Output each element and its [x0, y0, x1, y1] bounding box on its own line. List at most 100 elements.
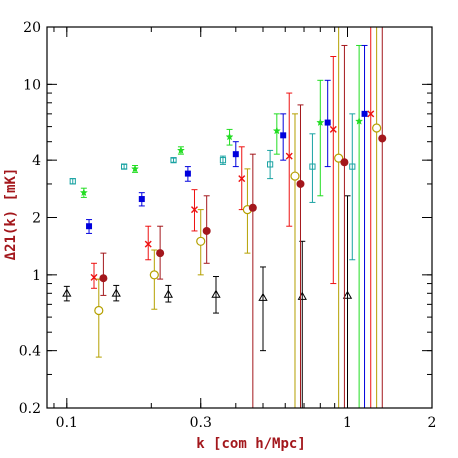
marker-filled-circle [296, 179, 305, 188]
y-tick-label: 20 [23, 20, 41, 36]
marker-cross [238, 175, 246, 183]
marker-open-circle [290, 171, 300, 181]
marker-open-square [219, 157, 227, 164]
marker-filled-square [184, 170, 191, 177]
marker-cross [90, 273, 98, 281]
data-point [248, 153, 257, 408]
data-point [196, 209, 206, 276]
series-open-square [69, 113, 356, 261]
data-point [170, 157, 177, 164]
marker-cross [190, 206, 198, 214]
data-point [297, 240, 307, 408]
marker-open-circle [149, 270, 159, 280]
marker-filled-square [232, 151, 239, 158]
marker-open-square [349, 163, 356, 170]
data-point [355, 44, 364, 408]
marker-filled-circle [378, 134, 387, 143]
data-point [316, 79, 325, 197]
data-point [99, 252, 108, 296]
labels-layer: k [com h/Mpc] Δ21(k) [mK] [3, 168, 306, 452]
data-point [272, 113, 281, 155]
marker-filled-circle [99, 274, 108, 283]
series-filled-star [79, 44, 364, 408]
series-filled-circle [99, 27, 387, 408]
data-point [225, 128, 234, 146]
data-point [349, 113, 356, 261]
marker-filled-star [316, 118, 325, 127]
marker-open-circle [334, 153, 344, 163]
data-point [378, 27, 387, 408]
marker-filled-star [225, 132, 234, 141]
data-point [176, 146, 186, 155]
data-point [238, 146, 246, 211]
marker-filled-square [361, 110, 368, 117]
series-open-circle [94, 27, 382, 408]
x-tick-label: 1 [343, 415, 352, 431]
data-point [267, 149, 274, 180]
marker-filled-circle [248, 203, 257, 212]
marker-open-square [309, 163, 316, 170]
data-point [340, 44, 349, 408]
marker-cross [144, 240, 152, 248]
marker-cross [285, 152, 293, 160]
x-tick-label: 0.1 [56, 415, 78, 431]
marker-filled-square [86, 223, 93, 230]
marker-open-square [267, 161, 274, 168]
series-filled-square [86, 44, 368, 408]
marker-open-circle [372, 123, 382, 133]
data-layer [62, 27, 387, 408]
marker-filled-square [324, 119, 331, 126]
y-tick-label: 10 [23, 77, 41, 93]
data-point [79, 187, 88, 198]
y-tick-label: 0.2 [19, 401, 41, 417]
data-point [258, 266, 268, 352]
marker-open-circle [196, 236, 206, 246]
data-point [86, 219, 93, 234]
data-point [296, 104, 305, 408]
data-point [367, 27, 375, 408]
marker-open-triangle [342, 290, 353, 299]
data-point [324, 79, 331, 168]
data-point [232, 141, 239, 168]
x-tick-label: 2 [428, 415, 437, 431]
y-axis-title: Δ21(k) [mK] [3, 168, 19, 261]
data-point [121, 163, 128, 170]
data-point [219, 155, 227, 165]
series-open-triangle [62, 195, 353, 408]
data-point [69, 178, 76, 185]
data-point [163, 284, 174, 303]
marker-filled-star [272, 126, 281, 135]
data-point [329, 56, 337, 285]
marker-filled-circle [340, 158, 349, 167]
marker-filled-star [355, 116, 364, 125]
plot-frame [46, 26, 433, 409]
marker-open-triangle [62, 288, 72, 297]
marker-filled-circle [202, 226, 211, 235]
x-tick-label: 0.3 [190, 415, 212, 431]
data-point [149, 249, 159, 310]
data-point [342, 195, 353, 408]
marker-filled-square [280, 132, 287, 139]
marker-open-square [121, 163, 128, 170]
y-tick-label: 2 [32, 211, 41, 227]
marker-open-triangle [163, 289, 174, 298]
data-point [184, 166, 191, 182]
marker-filled-star [79, 188, 88, 197]
data-point [62, 285, 72, 302]
data-point [130, 164, 140, 173]
marker-filled-circle [156, 249, 165, 258]
data-point [334, 27, 344, 408]
axes-layer: 0.1 0.3 1 2 0.2 0.4 1 2 4 10 20 [19, 20, 437, 431]
marker-open-triangle [258, 292, 268, 301]
marker-filled-star [176, 146, 186, 154]
x-axis-title: k [com h/Mpc] [196, 436, 306, 452]
marker-filled-square [138, 196, 145, 203]
data-point [211, 276, 221, 314]
marker-open-square [69, 178, 76, 185]
data-point [280, 113, 287, 161]
marker-open-triangle [111, 288, 121, 297]
marker-open-square [170, 157, 177, 164]
data-point [309, 133, 316, 203]
data-point [290, 113, 300, 408]
